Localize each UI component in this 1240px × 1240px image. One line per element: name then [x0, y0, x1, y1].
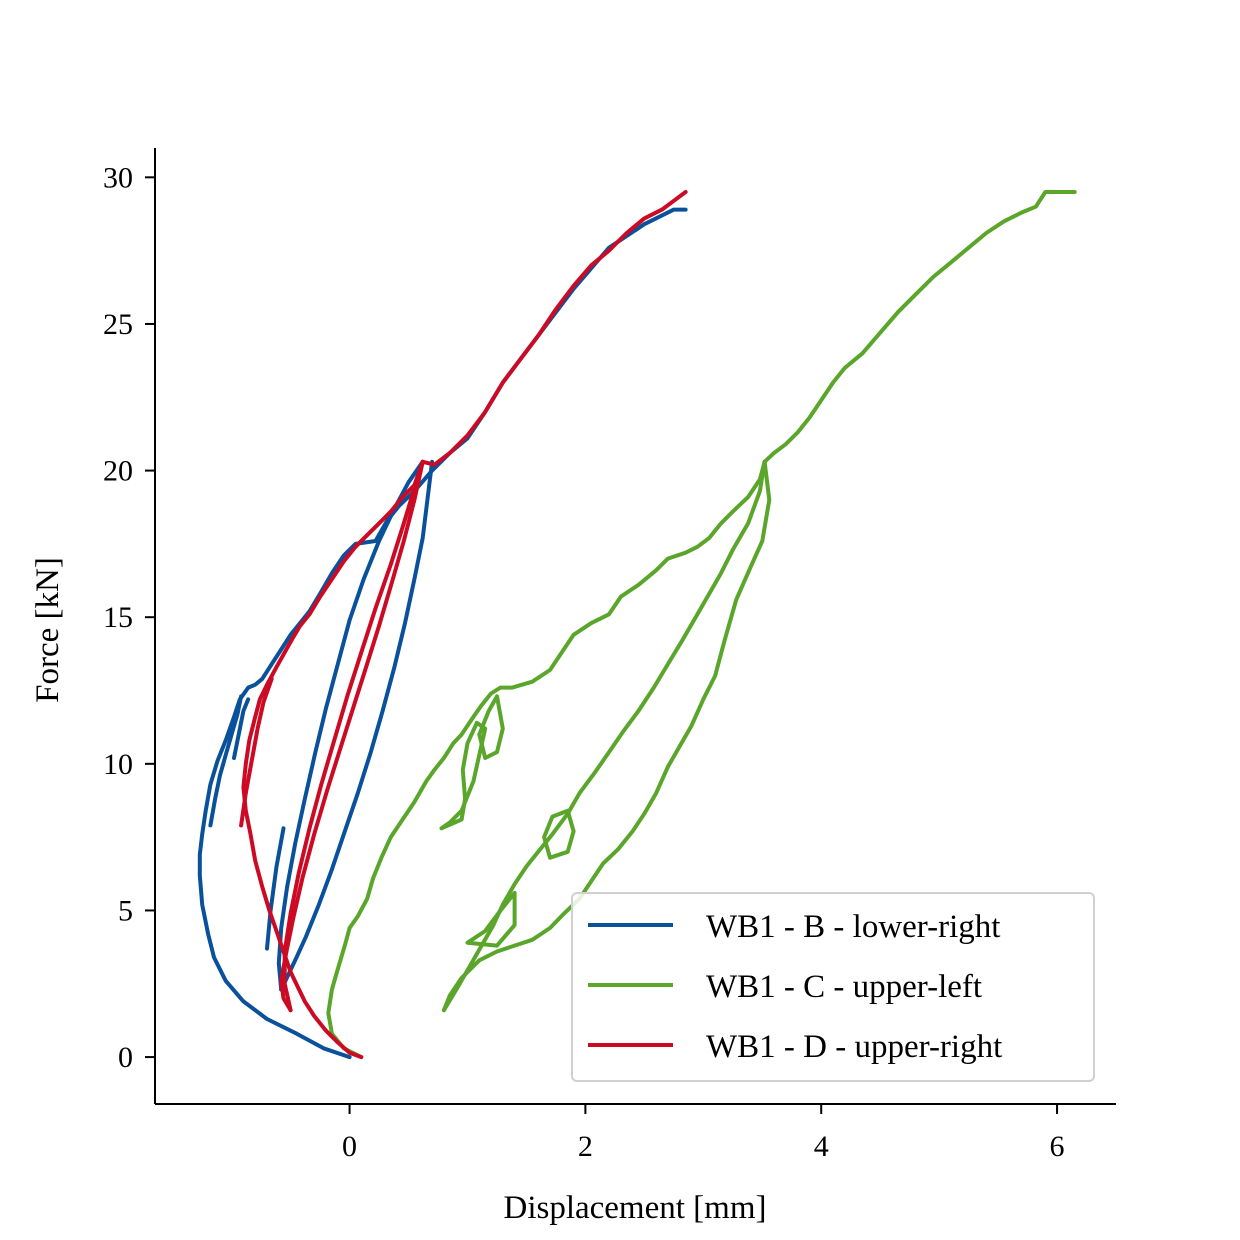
series-2-line [326, 459, 767, 1060]
y-tick-label: 5 [118, 894, 133, 927]
series-3-line [282, 459, 425, 1013]
y-axis-label: Force [kN] [30, 557, 66, 703]
x-tick-label: 2 [578, 1130, 593, 1163]
x-ticks: 0 2 4 6 [342, 1104, 1065, 1163]
series-1-line [232, 697, 251, 760]
series-2-line [441, 459, 772, 1013]
series-2-line [762, 190, 1077, 464]
legend-entry-label: WB1 - D - upper-right [706, 1029, 1002, 1065]
series-1-line [276, 459, 425, 992]
series-2-line [441, 459, 767, 1013]
x-tick-label: 6 [1050, 1130, 1065, 1163]
series-2-group [326, 190, 1077, 1060]
y-tick-label: 30 [103, 161, 133, 194]
legend-entry-label: WB1 - B - lower-right [706, 909, 1000, 945]
y-ticks: 0 5 10 15 20 25 30 [103, 161, 155, 1074]
legend-frame [571, 892, 1095, 1082]
series-1-line [279, 459, 435, 992]
legend: WB1 - B - lower-right WB1 - C - upper-lef… [571, 892, 1095, 1082]
series-3-group [239, 190, 688, 1060]
series-1-line [265, 826, 286, 951]
x-axis-label: Displacement [mm] [503, 1190, 766, 1226]
series-2-line [542, 808, 576, 860]
y-tick-label: 20 [103, 455, 133, 488]
series-3-line [241, 459, 425, 1060]
x-tick-label: 0 [342, 1130, 357, 1163]
series-2-line [477, 694, 505, 760]
series-2-line [465, 890, 517, 948]
legend-entry-label: WB1 - C - upper-left [706, 969, 982, 1005]
y-tick-label: 15 [103, 601, 133, 634]
y-tick-label: 25 [103, 308, 133, 341]
y-tick-label: 0 [118, 1041, 133, 1074]
series-3-line [239, 676, 274, 828]
y-tick-label: 10 [103, 748, 133, 781]
series-3-line [420, 190, 688, 467]
plot-lines [197, 190, 1077, 1060]
x-tick-label: 4 [814, 1130, 829, 1163]
series-1-line [208, 694, 244, 828]
axes [154, 148, 1116, 1105]
